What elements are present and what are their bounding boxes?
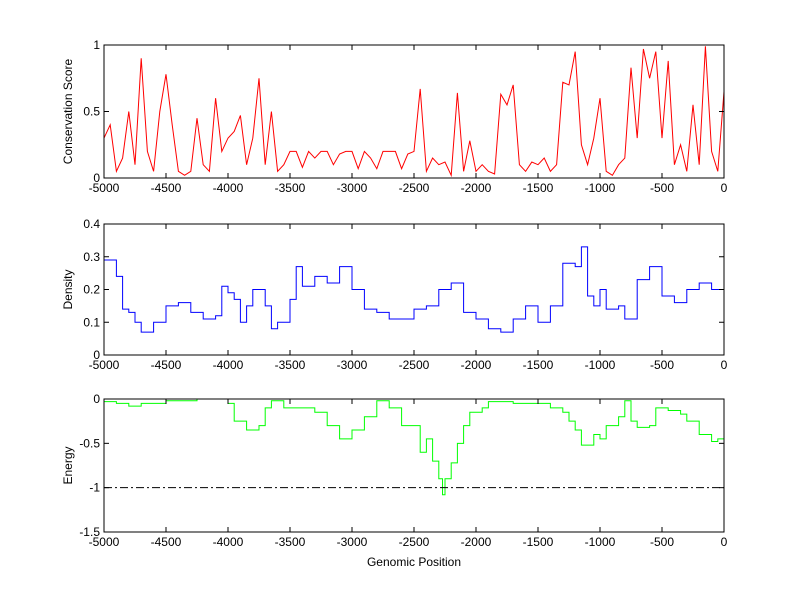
x-tick-label: -1500 [523,358,554,372]
y-axis-label: Density [61,269,75,309]
x-tick-label: 0 [721,358,728,372]
x-tick-label: -5000 [89,358,120,372]
y-tick-label: -0.5 [79,436,100,450]
y-tick-label: 0 [93,171,100,185]
x-tick-label: -4000 [213,358,244,372]
x-tick-label: -1000 [585,535,616,549]
x-tick-label: -1500 [523,181,554,195]
subplot-2: -5000 -4500 -4000 -3500 -3000 -2500 -2000 -1500… [61,217,728,372]
x-axis-label: Genomic Position [367,555,461,569]
x-tick-label: -500 [650,358,674,372]
y-tick-label: 1 [93,38,100,52]
y-tick-label: -1 [89,481,100,495]
x-tick-label: -2000 [461,181,492,195]
x-tick-label: -3500 [275,181,306,195]
x-tick-label: -3000 [337,358,368,372]
x-tick-label: -2500 [399,181,430,195]
y-tick-label: 0.3 [83,250,100,264]
x-tick-label: -2000 [461,358,492,372]
y-tick-label: 0.5 [83,105,100,119]
x-tick-label: -3000 [337,181,368,195]
x-tick-label: -2500 [399,535,430,549]
x-tick-label: -1500 [523,535,554,549]
x-tick-label: -3000 [337,535,368,549]
series-line [104,398,725,496]
x-tick-label: -4500 [151,358,182,372]
y-tick-label: 0 [93,392,100,406]
y-tick-label: 0.1 [83,315,100,329]
x-tick-label: -4500 [151,181,182,195]
x-tick-label: -500 [650,535,674,549]
x-tick-label: -4500 [151,535,182,549]
x-tick-label: -3500 [275,535,306,549]
y-tick-label: 0 [93,348,100,362]
x-tick-label: -3500 [275,358,306,372]
plot-area [104,45,724,178]
x-tick-label: 0 [721,535,728,549]
x-tick-label: 0 [721,181,728,195]
plot-area [104,399,724,532]
x-tick-label: -4000 [213,535,244,549]
y-tick-label: 0.4 [83,217,100,231]
series-line [104,246,725,333]
y-tick-label: 0.2 [83,283,100,297]
subplot-3: -5000 -4500 -4000 -3500 -3000 -2500 -2000 -1500… [61,392,728,569]
x-tick-label: -2500 [399,358,430,372]
x-tick-label: -5000 [89,535,120,549]
y-axis-label: Conservation Score [61,58,75,164]
x-tick-label: -2000 [461,535,492,549]
x-tick-label: -5000 [89,181,120,195]
x-tick-label: -1000 [585,358,616,372]
x-tick-label: -1000 [585,181,616,195]
y-axis-label: Energy [61,446,75,484]
subplot-1: -5000 -4500 -4000 -3500 -3000 -2500 -2000 -1500… [61,38,728,195]
series-line [103,46,725,178]
y-tick-label: -1.5 [79,525,100,539]
x-tick-label: -4000 [213,181,244,195]
x-tick-label: -500 [650,181,674,195]
plot-area [104,224,724,355]
